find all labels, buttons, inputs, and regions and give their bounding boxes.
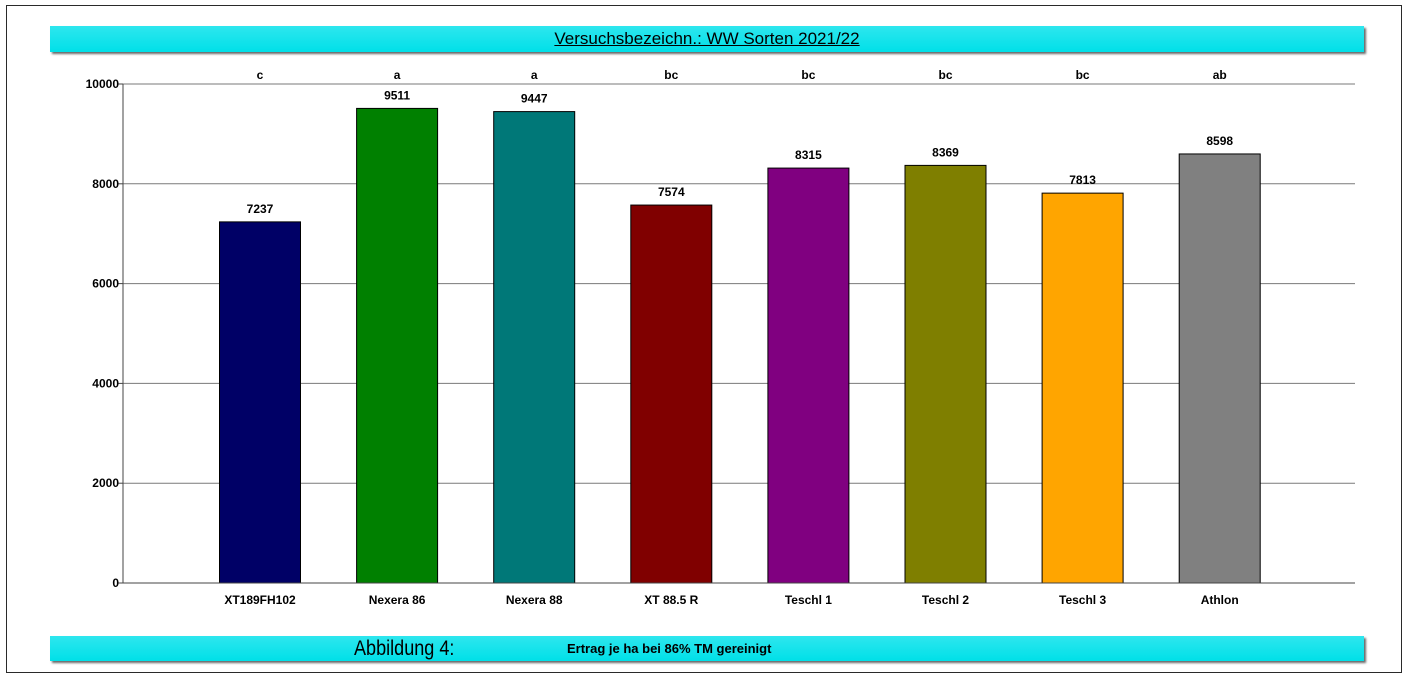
x-tick-label: Nexera 88 xyxy=(506,593,563,607)
bar xyxy=(493,111,576,584)
data-label: 7237 xyxy=(247,202,274,216)
significance-letter: bc xyxy=(801,68,815,82)
y-tick-label: 6000 xyxy=(92,277,119,291)
significance-letter: bc xyxy=(1076,68,1090,82)
bar xyxy=(767,167,850,584)
chart-title: Versuchsbezeichn.: WW Sorten 2021/22 xyxy=(554,29,860,48)
x-tick-label: Nexera 86 xyxy=(369,593,426,607)
x-tick-label: Teschl 2 xyxy=(922,593,969,607)
significance-letter: bc xyxy=(664,68,678,82)
chart-caption: Ertrag je ha bei 86% TM gereinigt xyxy=(567,641,772,656)
axes xyxy=(118,83,1355,584)
bars xyxy=(219,107,1261,584)
bar xyxy=(1178,153,1261,584)
data-label: 7574 xyxy=(658,185,685,199)
bar xyxy=(356,107,439,584)
significance-letter: c xyxy=(257,68,264,82)
y-tick-label: 0 xyxy=(112,576,119,590)
chart-labels: 0 2000 4000 6000 8000 10000 7237 c XT189FH102 951… xyxy=(86,68,1239,607)
data-label: 9511 xyxy=(384,88,410,102)
data-label: 8369 xyxy=(932,145,959,159)
bar xyxy=(1041,192,1124,584)
bar xyxy=(219,221,301,584)
y-tick-label: 8000 xyxy=(92,177,119,191)
figure-label: Abbildung 4: xyxy=(354,637,455,660)
bar xyxy=(630,204,713,584)
significance-letter: bc xyxy=(938,68,952,82)
y-tick-label: 2000 xyxy=(92,476,119,490)
significance-letter: a xyxy=(531,68,538,82)
significance-letter: a xyxy=(394,68,401,82)
y-tick-label: 4000 xyxy=(92,376,119,390)
significance-letter: ab xyxy=(1213,68,1227,82)
title-banner: Versuchsbezeichn.: WW Sorten 2021/22 xyxy=(50,26,1364,52)
data-label: 9447 xyxy=(521,92,548,106)
x-tick-label: Teschl 3 xyxy=(1059,593,1106,607)
gridlines xyxy=(123,83,1355,484)
x-tick-label: Athlon xyxy=(1201,593,1239,607)
caption-banner: Abbildung 4: Ertrag je ha bei 86% TM ger… xyxy=(50,636,1364,661)
x-tick-label: XT189FH102 xyxy=(224,593,296,607)
data-label: 8598 xyxy=(1206,134,1233,148)
y-tick-label: 10000 xyxy=(86,77,120,91)
x-tick-label: Teschl 1 xyxy=(785,593,832,607)
x-tick-label: XT 88.5 R xyxy=(644,593,698,607)
bar xyxy=(904,164,987,584)
data-label: 7813 xyxy=(1069,173,1096,187)
data-label: 8315 xyxy=(795,148,822,162)
